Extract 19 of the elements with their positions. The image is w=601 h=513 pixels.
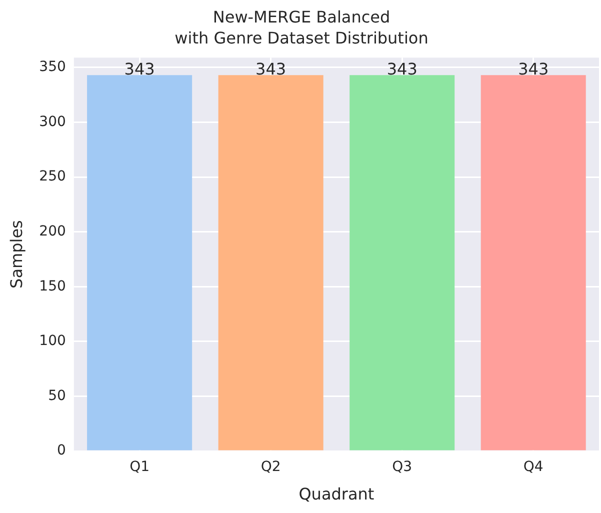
x-tick-label: Q2 (260, 459, 281, 476)
y-tick-label: 250 (39, 168, 66, 185)
x-tick-label: Q4 (523, 459, 544, 476)
y-tick-label: 100 (39, 333, 66, 350)
data-label: 343 (386, 59, 418, 78)
y-tick-label: 350 (39, 59, 66, 76)
data-label: 343 (256, 59, 286, 78)
data-label: 343 (518, 59, 549, 78)
y-tick-label: 150 (39, 278, 66, 294)
x-axis-title: Quadrant (298, 484, 374, 504)
data-label: 343 (124, 59, 155, 78)
x-tick-label: Q3 (392, 459, 412, 476)
y-tick-label: 300 (39, 114, 66, 130)
y-tick-label: 0 (57, 442, 66, 459)
x-tick-label: Q1 (130, 459, 150, 476)
chart-title: New-MERGE Balanced with Genre Dataset Distribution (174, 8, 428, 48)
y-tick-label: 50 (48, 388, 66, 404)
y-tick-label: 200 (39, 223, 66, 240)
y-axis-title: Samples (6, 220, 26, 288)
